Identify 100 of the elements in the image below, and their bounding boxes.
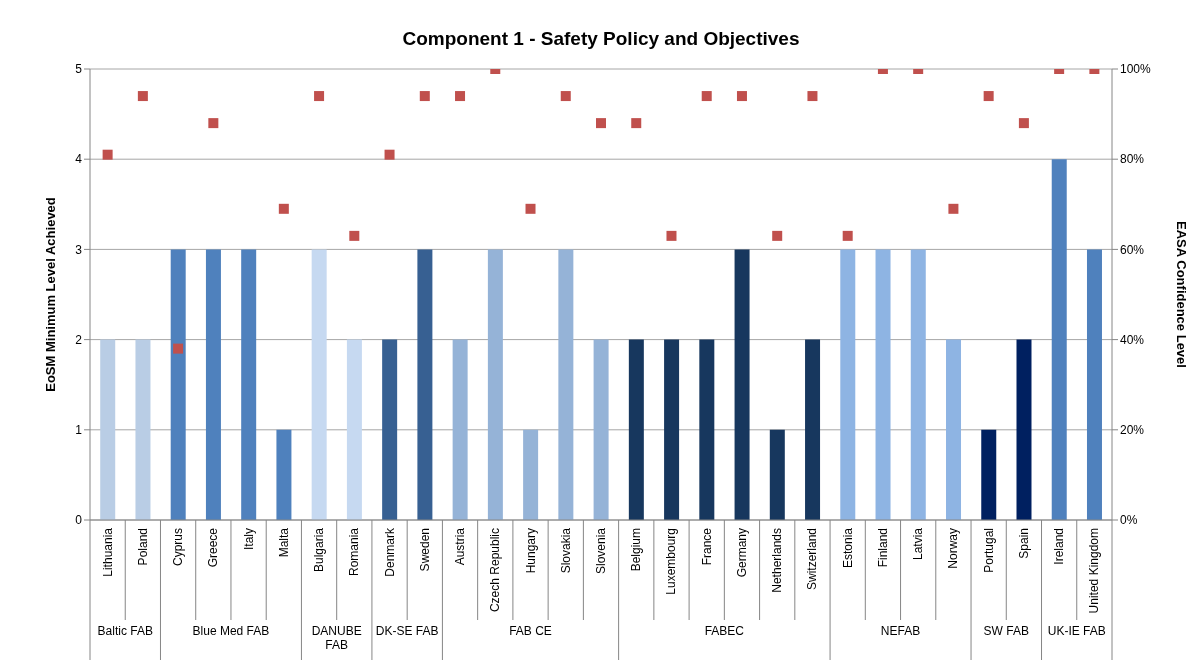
chart-title: Component 1 - Safety Policy and Objectives <box>401 28 801 50</box>
point <box>560 91 571 102</box>
x-tick-label: Lithuania <box>100 527 115 577</box>
bar <box>100 339 116 520</box>
x-tick-label: Denmark <box>382 527 397 577</box>
point <box>384 149 395 160</box>
point <box>631 118 642 129</box>
bar <box>558 249 574 520</box>
text: SW FAB <box>983 624 1029 638</box>
x-tick-label: Romania <box>347 527 362 577</box>
bar <box>946 339 962 520</box>
bar <box>981 429 997 520</box>
text: FAB CE <box>509 624 552 638</box>
x-tick-label: Germany <box>734 528 749 578</box>
point <box>349 230 360 241</box>
point <box>701 91 712 102</box>
x-tick-label: Bulgaria <box>312 527 327 573</box>
bar <box>1086 249 1102 520</box>
point <box>948 203 959 214</box>
y-tick-label: 5 <box>75 62 83 77</box>
bar <box>664 339 680 520</box>
bar <box>840 249 856 520</box>
text: DK-SE FAB <box>375 624 439 638</box>
point <box>736 91 747 102</box>
point <box>596 118 606 129</box>
point <box>173 343 184 354</box>
bar <box>276 429 292 520</box>
x-tick-label: France <box>699 527 714 566</box>
x-tick-label: Netherlands <box>770 528 785 593</box>
x-tick-label: Sweden <box>417 528 432 572</box>
x-tick-label: Slovenia <box>594 527 608 575</box>
bar <box>417 249 433 520</box>
bar <box>734 249 750 520</box>
y2-axis-title: EASA Confidence Level <box>1174 221 1190 368</box>
point <box>102 149 113 160</box>
y-tick-label: 1 <box>75 423 83 438</box>
x-tick-label: Cyprus <box>171 528 186 567</box>
text: Blue Med FAB <box>192 624 270 638</box>
y-axis-title: EoSM Minimum Level Achieved <box>42 197 58 392</box>
bar <box>593 339 609 520</box>
point <box>455 91 466 102</box>
x-tick-label: Portugal <box>981 528 996 573</box>
point <box>1018 118 1029 129</box>
bar <box>769 429 785 520</box>
x-tick-label: Spain <box>1016 528 1031 559</box>
bar <box>910 249 926 520</box>
x-tick-label: Finland <box>875 528 890 568</box>
x-tick-label: Luxembourg <box>664 528 679 595</box>
point <box>314 91 325 102</box>
text: Baltic FAB <box>97 624 153 638</box>
text: DANUBE FAB <box>311 624 362 652</box>
bar <box>699 339 715 520</box>
y-tick-label: 0 <box>75 513 83 528</box>
bar <box>382 339 398 520</box>
point <box>842 230 853 241</box>
x-tick-label: Norway <box>946 528 961 569</box>
y-tick-label: 3 <box>75 242 83 257</box>
bar <box>311 249 327 520</box>
point <box>419 91 430 102</box>
x-tick-label: Slovakia <box>558 527 573 574</box>
point <box>807 91 818 102</box>
point <box>278 203 289 214</box>
bar <box>241 249 257 520</box>
text: UK-IE FAB <box>1047 624 1106 638</box>
x-tick-label: Malta <box>276 527 291 558</box>
x-tick-label: Latvia <box>911 527 926 561</box>
x-tick-label: Ireland <box>1052 528 1067 565</box>
bar <box>875 249 891 520</box>
y2-tick-label: 60% <box>1120 242 1145 257</box>
y2-tick-label: 80% <box>1120 152 1145 167</box>
bar <box>523 429 539 520</box>
y2-tick-label: 100% <box>1120 62 1152 77</box>
point <box>208 118 219 129</box>
y2-tick-label: 0% <box>1120 513 1138 528</box>
x-tick-label: Estonia <box>840 527 855 569</box>
text: NEFAB <box>880 624 921 638</box>
bar <box>1016 339 1032 520</box>
text: FABEC <box>704 624 745 638</box>
x-tick-label: United Kingdom <box>1087 528 1102 614</box>
x-tick-label: Czech Republic <box>488 528 503 613</box>
bar <box>170 249 186 520</box>
x-tick-label: Hungary <box>523 528 538 574</box>
x-tick-label: Italy <box>241 528 256 551</box>
bar <box>628 339 644 520</box>
x-tick-label: Poland <box>135 528 150 566</box>
y-tick-label: 2 <box>75 332 83 347</box>
x-tick-label: Greece <box>206 527 221 568</box>
point <box>137 91 148 102</box>
x-tick-label: Austria <box>453 527 468 566</box>
y-tick-label: 4 <box>75 152 83 167</box>
bar <box>1051 159 1067 520</box>
point <box>983 91 994 102</box>
point <box>772 230 783 241</box>
bar <box>346 339 362 520</box>
bar <box>205 249 221 520</box>
point <box>525 203 536 214</box>
x-tick-label: Belgium <box>629 528 644 572</box>
point <box>666 230 677 241</box>
x-tick-label: Switzerland <box>805 528 820 591</box>
y2-tick-label: 40% <box>1120 332 1145 347</box>
